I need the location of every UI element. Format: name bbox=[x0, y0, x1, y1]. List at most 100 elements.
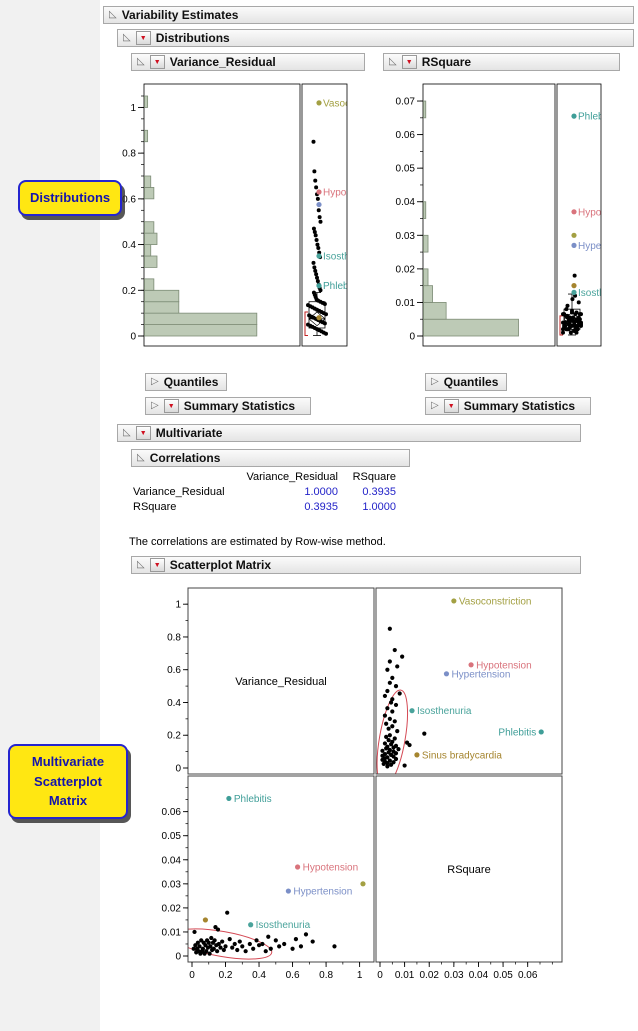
svg-text:0.02: 0.02 bbox=[162, 903, 182, 914]
svg-text:0.8: 0.8 bbox=[122, 149, 136, 160]
correlation-value: 1.0000 bbox=[304, 485, 338, 498]
red-triangle-menu-icon[interactable]: ▼ bbox=[135, 31, 151, 45]
svg-text:0: 0 bbox=[130, 332, 136, 343]
outline-title-correlations: Correlations bbox=[149, 451, 221, 465]
svg-text:0.05: 0.05 bbox=[396, 164, 416, 175]
correlation-value: 0.3935 bbox=[362, 485, 396, 498]
svg-text:0.6: 0.6 bbox=[122, 194, 136, 205]
outline-title-distributions: Distributions bbox=[155, 31, 230, 45]
svg-text:0: 0 bbox=[377, 970, 383, 981]
svg-text:Phlebitis: Phlebitis bbox=[578, 112, 616, 123]
svg-text:0.2: 0.2 bbox=[219, 970, 233, 981]
disclosure-triangle-icon[interactable]: ▷ bbox=[431, 400, 439, 411]
disclosure-triangle-icon[interactable]: ▷ bbox=[151, 376, 159, 387]
scatterplot-matrix-plot[interactable]: Variance_Residual RSquare 0 0.2 0.4 0.6 0.8 1 0 0… bbox=[140, 578, 595, 990]
svg-text:0.05: 0.05 bbox=[162, 831, 182, 842]
svg-text:Isosthenuria: Isosthenuria bbox=[256, 920, 311, 931]
svg-text:0.4: 0.4 bbox=[252, 970, 266, 981]
red-triangle-menu-icon[interactable]: ▼ bbox=[163, 399, 179, 413]
red-triangle-menu-icon[interactable]: ▼ bbox=[149, 558, 165, 572]
outline-title-variability: Variability Estimates bbox=[121, 8, 239, 22]
svg-text:RSquare: RSquare bbox=[447, 864, 490, 876]
svg-text:0.01: 0.01 bbox=[395, 970, 415, 981]
callout-text: Scatterplot bbox=[34, 773, 102, 789]
outline-quantiles-rs: ▷ Quantiles bbox=[425, 373, 507, 391]
outline-title-multivariate: Multivariate bbox=[155, 426, 223, 440]
outline-title-summary-statistics: Summary Statistics bbox=[463, 399, 576, 413]
svg-text:0: 0 bbox=[409, 332, 415, 343]
disclosure-triangle-icon[interactable]: ◺ bbox=[137, 452, 145, 463]
svg-text:Isosthenuria: Isosthenuria bbox=[323, 252, 356, 263]
svg-text:0.04: 0.04 bbox=[162, 855, 182, 866]
table-row: Variance_Residual 1.0000 0.3935 bbox=[133, 484, 433, 499]
disclosure-triangle-icon[interactable]: ◺ bbox=[137, 56, 145, 67]
svg-text:0.2: 0.2 bbox=[167, 731, 181, 742]
rsquare-histogram-boxplot[interactable]: 0 0.01 0.02 0.03 0.04 0.05 0.06 0.07 Hypotension… bbox=[383, 74, 623, 364]
svg-text:0.02: 0.02 bbox=[419, 970, 439, 981]
svg-text:0.07: 0.07 bbox=[396, 97, 416, 108]
callout-text: Multivariate bbox=[31, 754, 105, 769]
svg-text:Hypertension: Hypertension bbox=[293, 887, 352, 898]
svg-text:0.4: 0.4 bbox=[122, 240, 136, 251]
disclosure-triangle-icon[interactable]: ◺ bbox=[137, 559, 145, 570]
svg-text:0.05: 0.05 bbox=[493, 970, 513, 981]
svg-text:0.03: 0.03 bbox=[444, 970, 464, 981]
svg-text:0.2: 0.2 bbox=[122, 286, 136, 297]
outline-correlations: ◺ Correlations bbox=[131, 449, 410, 467]
callout-distributions: Distributions bbox=[18, 180, 123, 216]
callout-text: Distributions bbox=[30, 190, 111, 205]
red-triangle-menu-icon[interactable]: ▼ bbox=[443, 399, 459, 413]
disclosure-triangle-icon[interactable]: ◺ bbox=[389, 56, 397, 67]
disclosure-triangle-icon[interactable]: ▷ bbox=[151, 400, 159, 411]
outline-title-quantiles: Quantiles bbox=[163, 375, 219, 389]
outline-variance-residual: ◺ ▼ Variance_Residual bbox=[131, 53, 365, 71]
correlations-col-header: RSquare bbox=[352, 470, 396, 483]
outline-summary-statistics-vr: ▷ ▼ Summary Statistics bbox=[145, 397, 311, 415]
red-triangle-menu-icon[interactable]: ▼ bbox=[135, 426, 151, 440]
correlation-value: 0.3935 bbox=[304, 500, 338, 513]
correlations-row-label: Variance_Residual bbox=[133, 485, 225, 498]
outline-quantiles-vr: ▷ Quantiles bbox=[145, 373, 227, 391]
svg-text:Isosthenuria: Isosthenuria bbox=[578, 288, 623, 299]
svg-text:0.6: 0.6 bbox=[167, 665, 181, 676]
svg-text:0: 0 bbox=[175, 764, 181, 775]
svg-text:0.8: 0.8 bbox=[319, 970, 333, 981]
svg-text:0.02: 0.02 bbox=[396, 264, 416, 275]
disclosure-triangle-icon[interactable]: ◺ bbox=[123, 427, 131, 438]
disclosure-triangle-icon[interactable]: ▷ bbox=[431, 376, 439, 387]
svg-text:0.03: 0.03 bbox=[162, 879, 182, 890]
svg-text:Vasoconstriction: Vasoconstriction bbox=[323, 98, 356, 109]
svg-text:0.04: 0.04 bbox=[396, 197, 416, 208]
outline-summary-statistics-rs: ▷ ▼ Summary Statistics bbox=[425, 397, 591, 415]
outline-title-scatterplot-matrix: Scatterplot Matrix bbox=[169, 558, 272, 572]
svg-text:0: 0 bbox=[175, 952, 181, 963]
red-triangle-menu-icon[interactable]: ▼ bbox=[401, 55, 417, 69]
svg-text:0.03: 0.03 bbox=[396, 231, 416, 242]
correlations-header-row: Variance_Residual RSquare bbox=[133, 469, 433, 484]
svg-text:Phlebitis: Phlebitis bbox=[323, 281, 356, 292]
disclosure-triangle-icon[interactable]: ◺ bbox=[109, 9, 117, 20]
disclosure-triangle-icon[interactable]: ◺ bbox=[123, 32, 131, 43]
svg-text:0.6: 0.6 bbox=[286, 970, 300, 981]
variance-residual-histogram-boxplot[interactable]: 0 0.2 0.4 0.6 0.8 1 Vasoconstriction Hypotensio… bbox=[116, 74, 356, 364]
outline-title-rsquare: RSquare bbox=[421, 55, 472, 69]
svg-text:Vasoconstriction: Vasoconstriction bbox=[459, 596, 532, 607]
correlations-table: Variance_Residual RSquare Variance_Resid… bbox=[133, 469, 433, 514]
svg-text:0.01: 0.01 bbox=[396, 298, 416, 309]
outline-rsquare: ◺ ▼ RSquare bbox=[383, 53, 620, 71]
svg-text:0.06: 0.06 bbox=[396, 130, 416, 141]
svg-text:0.4: 0.4 bbox=[167, 698, 181, 709]
outline-multivariate: ◺ ▼ Multivariate bbox=[117, 424, 581, 442]
outline-variability-estimates: ◺ Variability Estimates bbox=[103, 6, 634, 24]
svg-text:Variance_Residual: Variance_Residual bbox=[235, 676, 327, 688]
callout-multivariate-scatterplot-matrix: Multivariate Scatterplot Matrix bbox=[8, 744, 128, 819]
svg-text:0.06: 0.06 bbox=[162, 807, 182, 818]
outline-title-variance-residual: Variance_Residual bbox=[169, 55, 276, 69]
svg-text:Hypotension: Hypotension bbox=[303, 862, 359, 873]
svg-text:Hypotension: Hypotension bbox=[476, 660, 532, 671]
red-triangle-menu-icon[interactable]: ▼ bbox=[149, 55, 165, 69]
svg-text:Phlebitis: Phlebitis bbox=[498, 727, 536, 738]
svg-text:Hypotension: Hypotension bbox=[578, 207, 623, 218]
svg-text:1: 1 bbox=[357, 970, 363, 981]
correlations-col-header: Variance_Residual bbox=[246, 470, 338, 483]
